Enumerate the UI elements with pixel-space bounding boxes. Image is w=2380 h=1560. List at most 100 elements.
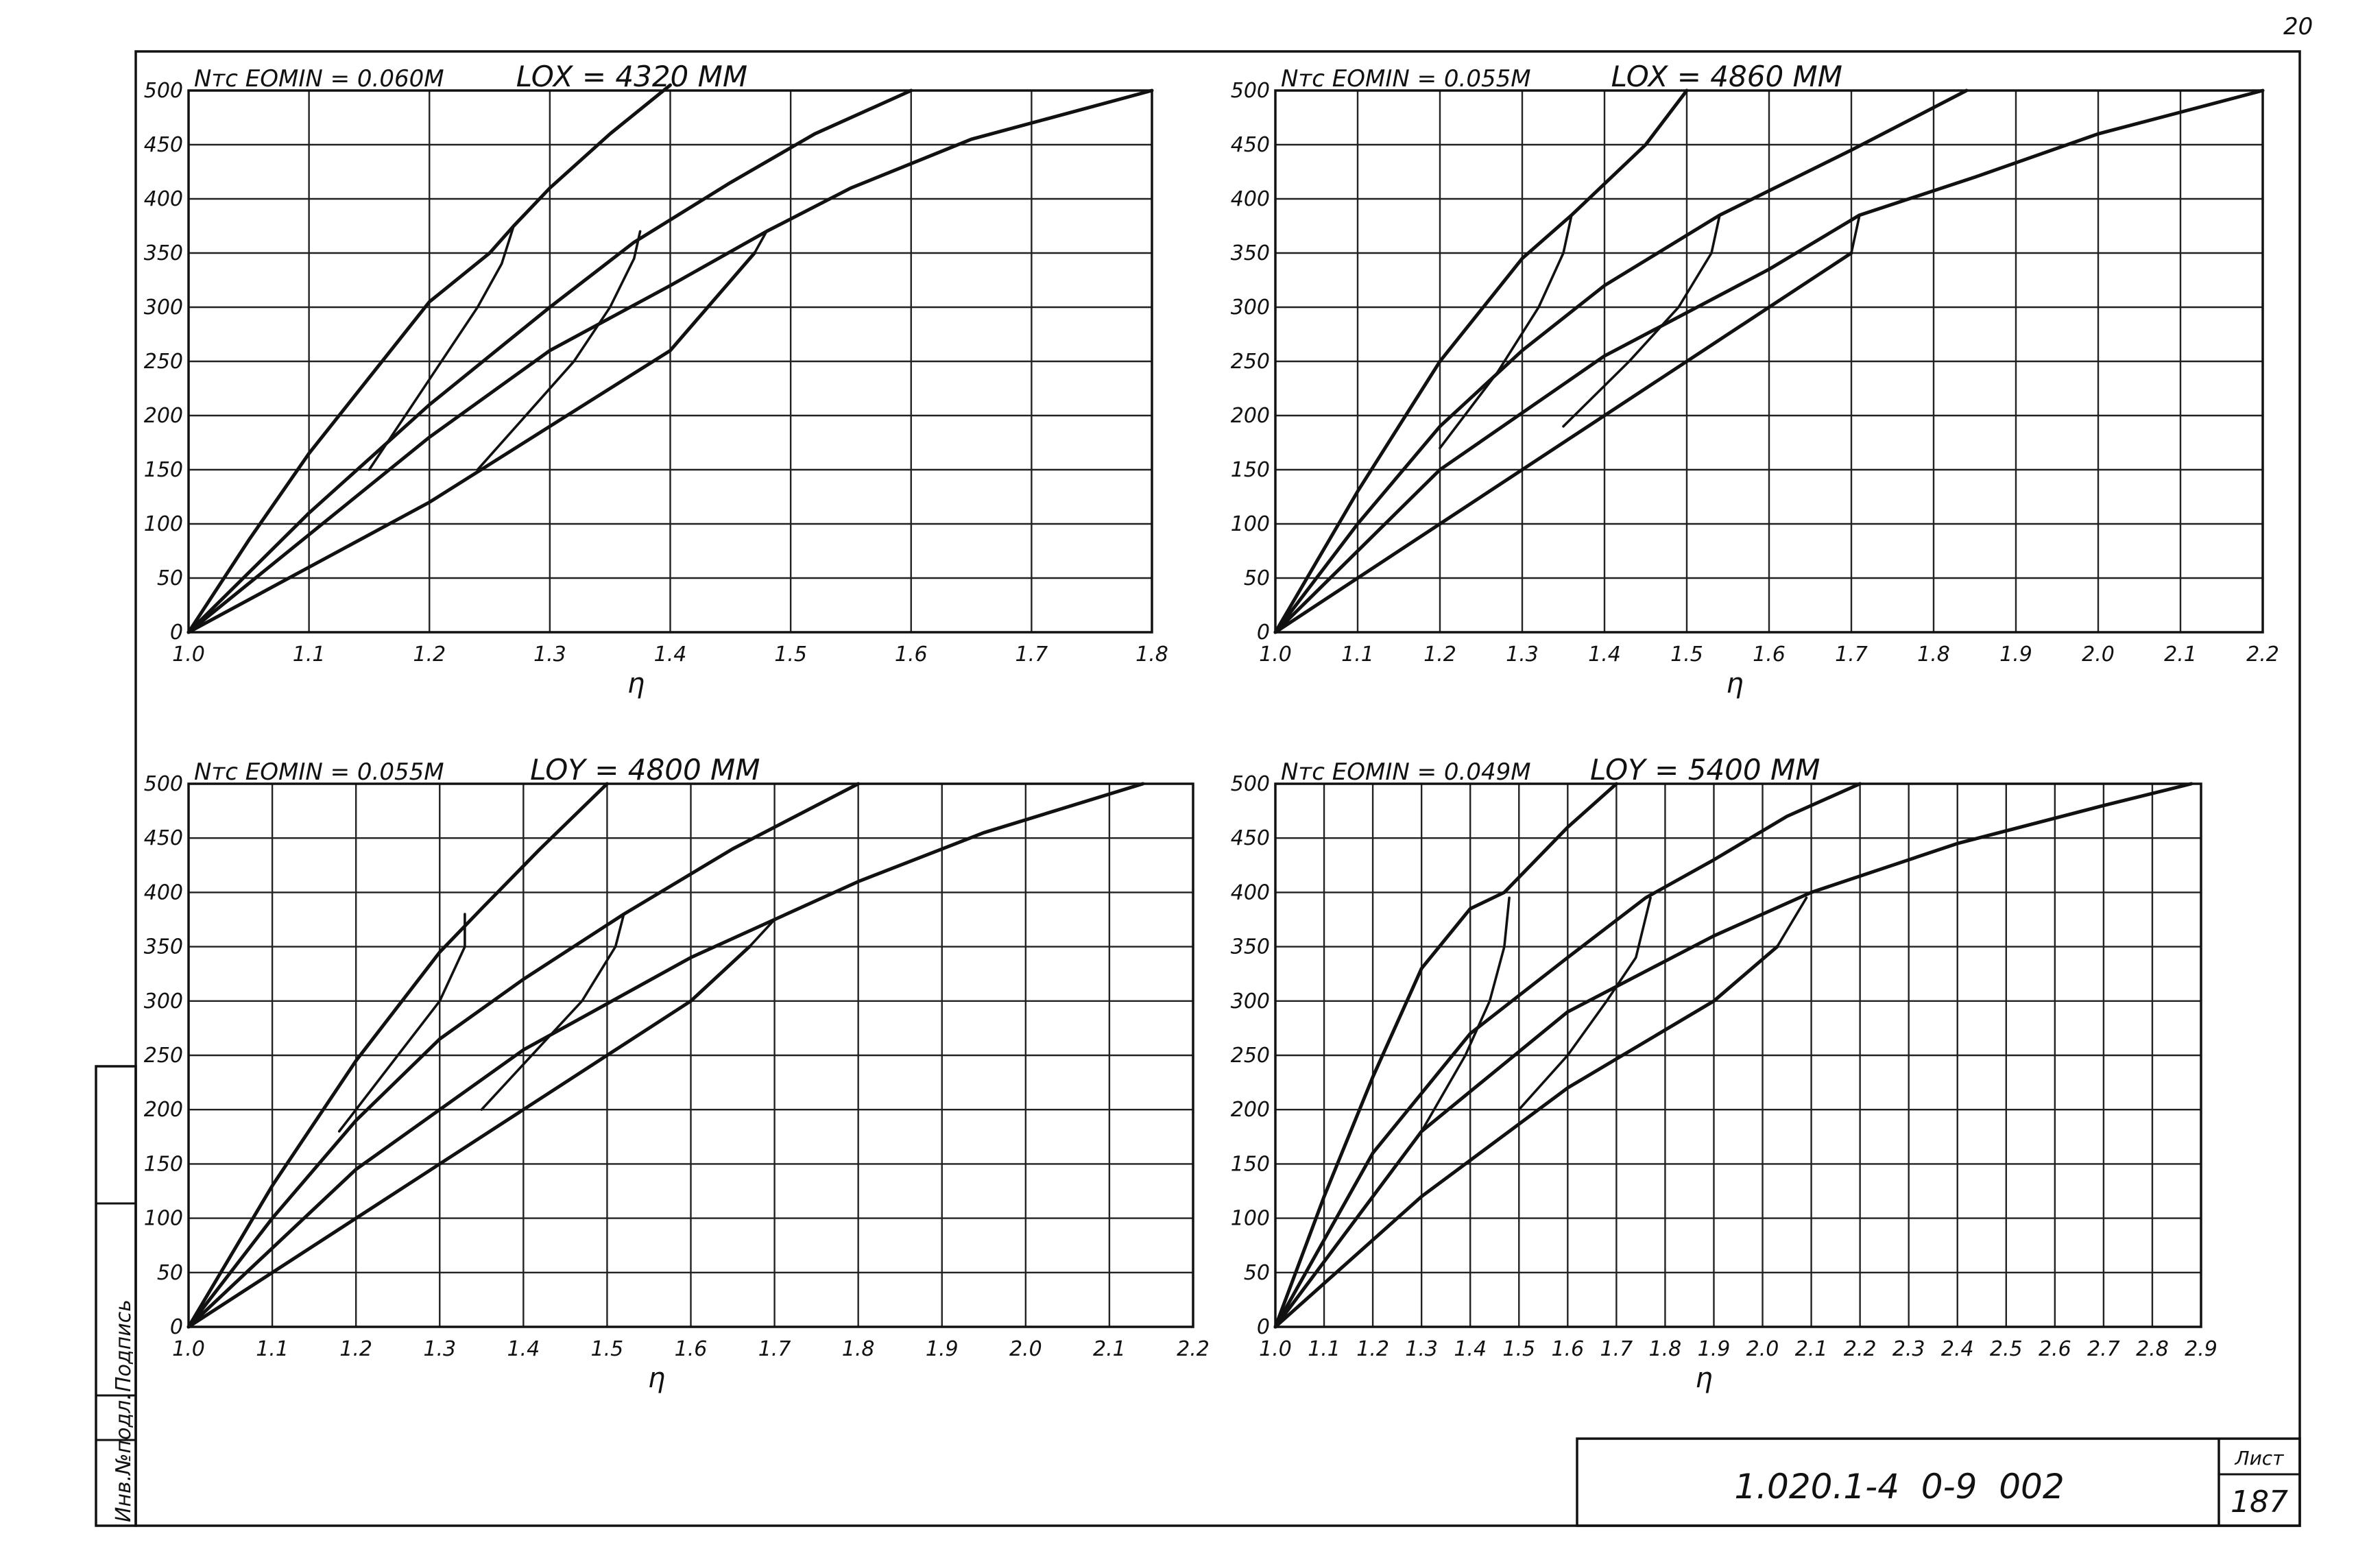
- series-curve-3: [187, 782, 1145, 1329]
- x-tick-label: 1.1: [1341, 643, 1374, 667]
- y-tick-label: 250: [1231, 350, 1270, 374]
- x-tick-label: 2.2: [1844, 1337, 1877, 1361]
- sheet-label: Лист: [2235, 1447, 2285, 1469]
- chart-4: 1.0 1.1 1.2 1.3 1.4 1.5 1.6 1.7 1.8 1.9 2.0 2.1 2.2 2…: [1231, 753, 2217, 1394]
- series-curve-1: [1273, 782, 1618, 1329]
- sheet-number: 187: [2231, 1485, 2288, 1520]
- series-curve-2: [1273, 88, 1969, 634]
- series-curve-6: [1562, 213, 1721, 428]
- grid: [187, 89, 1153, 634]
- title-block: 1.020.1-4 0-9 002 Лист 187: [1576, 1437, 2301, 1527]
- y-tick-label: 500: [1231, 772, 1270, 796]
- y-tick-label: 50: [157, 566, 183, 590]
- plot-frame: [1274, 782, 2202, 1328]
- series-curve-3: [1273, 88, 2265, 634]
- x-tick-label: 2.0: [1746, 1337, 1779, 1361]
- x-tick-label: 1.2: [339, 1337, 372, 1361]
- x-tick-label: 1.6: [1753, 643, 1786, 667]
- x-tick-label: 2.1: [2164, 643, 2197, 667]
- x-tick-label: 1.7: [1600, 1337, 1633, 1361]
- y-tick-label: 100: [1231, 1207, 1270, 1231]
- x-tick-label: 1.5: [774, 643, 807, 667]
- series-curve-3: [187, 88, 1154, 634]
- x-tick-label: 1.1: [1308, 1337, 1341, 1361]
- y-tick-label: 500: [144, 772, 183, 796]
- series-curve-3: [1273, 782, 2193, 1329]
- plot-frame: [187, 89, 1153, 634]
- y-tick-label: 0: [170, 621, 183, 645]
- series-curve-5: [1439, 213, 1573, 450]
- series-curve-4: [1273, 945, 1779, 1329]
- y-tick-label: 0: [170, 1315, 183, 1339]
- x-tick-label: 1.3: [1405, 1337, 1438, 1361]
- y-tick-label: 450: [1231, 133, 1270, 157]
- x-tick-label: 1.6: [675, 1337, 708, 1361]
- x-tick-label: 1.9: [1698, 1337, 1731, 1361]
- series-curve-2: [1273, 782, 1862, 1329]
- y-tick-label: 350: [1231, 241, 1270, 265]
- series-curve-4: [187, 251, 756, 634]
- x-axis-label: η: [648, 1363, 665, 1394]
- series-curve-1: [187, 782, 609, 1329]
- y-tick-label: 200: [144, 1098, 183, 1122]
- y-tick-label: 350: [144, 241, 183, 265]
- chart-header-right: LOY = 5400 MM: [1590, 753, 1820, 787]
- sheet-border: [134, 50, 2301, 1527]
- chart-1: 1.0 1.1 1.2 1.3 1.4 1.5 1.6 1.7 1.8 0 50 100 150 200 2…: [144, 60, 1168, 699]
- chart-header-left: Nтс EOMIN = 0.055M: [194, 758, 444, 786]
- x-tick-label: 1.0: [172, 643, 205, 667]
- y-tick-label: 500: [144, 79, 183, 103]
- x-tick-label: 1.6: [895, 643, 928, 667]
- y-tick-label: 250: [1231, 1044, 1270, 1068]
- series-curve-6: [1517, 896, 1652, 1111]
- x-tick-label: 2.6: [2039, 1337, 2071, 1361]
- x-tick-label: 2.1: [1795, 1337, 1828, 1361]
- y-tick-label: 100: [1231, 512, 1270, 536]
- x-tick-label: 2.2: [2246, 643, 2279, 667]
- y-tick-label: 200: [1231, 1098, 1270, 1122]
- y-tick-label: 400: [144, 187, 183, 211]
- y-tick-label: 150: [1231, 458, 1270, 482]
- page-number: 20: [2283, 13, 2313, 40]
- y-tick-label: 300: [1231, 989, 1270, 1013]
- series-curve-7: [753, 230, 768, 254]
- y-tick-label: 300: [1231, 296, 1270, 320]
- x-tick-label: 1.4: [507, 1337, 540, 1361]
- x-tick-label: 2.7: [2087, 1337, 2120, 1361]
- series-curve-6: [476, 230, 642, 471]
- grid: [187, 782, 1194, 1328]
- y-tick-label: 500: [1231, 79, 1270, 103]
- x-tick-label: 1.8: [842, 1337, 875, 1361]
- chart-header-left: Nтс EOMIN = 0.060M: [194, 65, 444, 93]
- x-tick-label: 2.0: [2082, 643, 2115, 667]
- y-tick-label: 200: [144, 404, 183, 428]
- y-tick-label: 50: [157, 1261, 183, 1285]
- series-curve-7: [1776, 896, 1808, 948]
- x-tick-label: 2.5: [1990, 1337, 2023, 1361]
- x-tick-label: 2.4: [1941, 1337, 1974, 1361]
- x-tick-label: 1.6: [1551, 1337, 1584, 1361]
- x-tick-label: 1.7: [1015, 643, 1048, 667]
- x-tick-label: 1.7: [758, 1337, 791, 1361]
- y-tick-label: 150: [144, 1152, 183, 1176]
- x-tick-label: 1.8: [1917, 643, 1950, 667]
- x-tick-label: 1.8: [1649, 1337, 1682, 1361]
- chart-header-right: LOY = 4800 MM: [530, 753, 760, 787]
- plot-frame: [187, 782, 1194, 1328]
- series-curve-6: [480, 913, 625, 1111]
- y-tick-label: 200: [1231, 404, 1270, 428]
- x-tick-label: 2.9: [2185, 1337, 2217, 1361]
- drawing-code: 1.020.1-4 0-9 002: [1734, 1467, 2064, 1507]
- y-tick-label: 350: [144, 935, 183, 959]
- x-tick-label: 1.0: [1259, 643, 1292, 667]
- x-tick-label: 1.3: [423, 1337, 456, 1361]
- y-tick-label: 300: [144, 296, 183, 320]
- y-tick-label: 150: [1231, 1152, 1270, 1176]
- y-tick-label: 250: [144, 1044, 183, 1068]
- y-tick-label: 400: [1231, 187, 1270, 211]
- x-axis-label: η: [1726, 668, 1743, 699]
- y-tick-label: 250: [144, 350, 183, 374]
- x-tick-label: 1.5: [1670, 643, 1703, 667]
- series-curve-7: [748, 918, 776, 948]
- x-tick-label: 1.2: [1356, 1337, 1389, 1361]
